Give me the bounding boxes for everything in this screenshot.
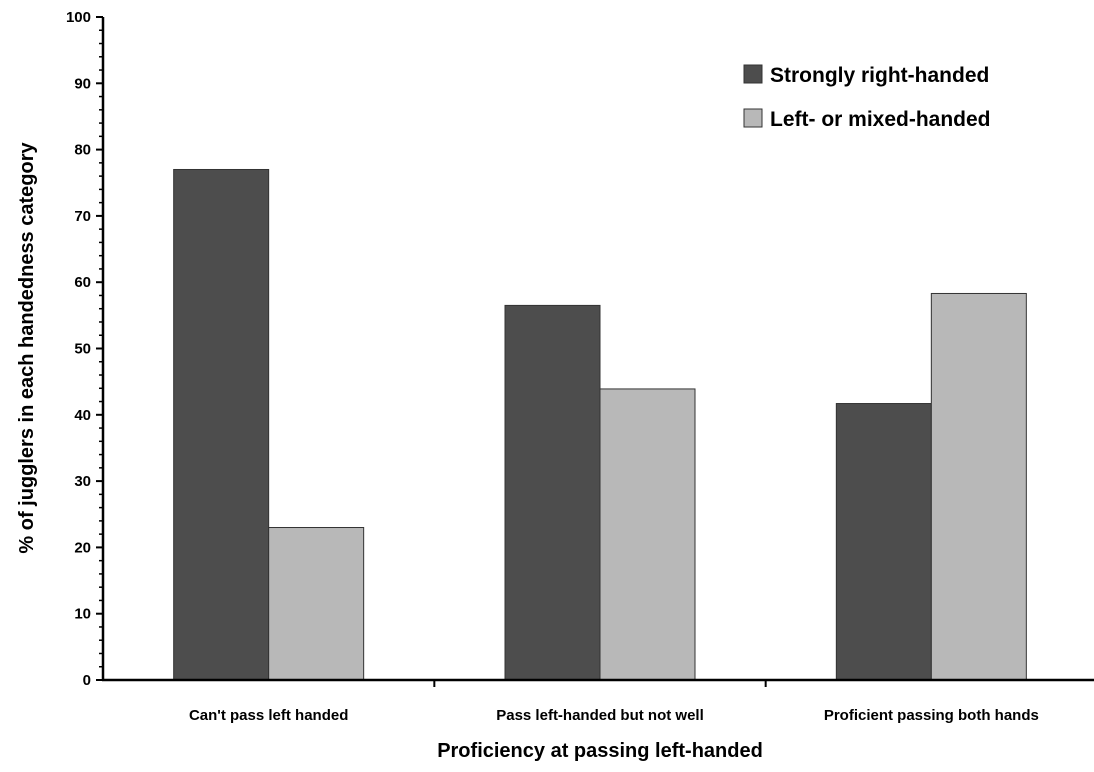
y-tick-label: 60	[74, 274, 91, 291]
bar-left-or-mixed-handed	[268, 527, 365, 681]
bar-strongly-right-handed	[835, 403, 932, 681]
bar-left-or-mixed-handed	[930, 292, 1027, 681]
y-tick-label: 10	[74, 606, 91, 623]
legend-label-strongly-right-handed: Strongly right-handed	[770, 64, 989, 87]
y-tick-label: 0	[83, 672, 91, 689]
y-tick-label: 90	[74, 75, 91, 92]
y-tick-label: 30	[74, 473, 91, 490]
bars-group	[173, 168, 1027, 681]
legend-swatch-strongly-right-handed	[743, 64, 763, 84]
x-axis-title: Proficiency at passing left-handed	[437, 740, 763, 762]
y-tick-label: 20	[74, 539, 91, 556]
y-tick-label: 80	[74, 142, 91, 159]
y-tick-label: 50	[74, 341, 91, 358]
bar-strongly-right-handed	[173, 168, 270, 681]
x-axis-category-labels: Can't pass left handed Pass left-handed b…	[189, 707, 1039, 724]
axes-group	[101, 17, 1094, 687]
y-tick-label: 100	[66, 9, 91, 26]
legend-swatch-left-or-mixed-handed	[743, 108, 763, 128]
bar-left-or-mixed-handed	[599, 388, 696, 681]
y-tick-label: 70	[74, 208, 91, 225]
y-tick-label: 40	[74, 407, 91, 424]
bar-strongly-right-handed	[504, 304, 601, 681]
y-axis-ticks: 0 10 20 30 40 50 60 70 80 90 100	[66, 9, 103, 689]
y-axis-title: % of jugglers in each handedness categor…	[16, 142, 38, 554]
x-category-label: Pass left-handed but not well	[496, 707, 704, 724]
legend-label-left-or-mixed-handed: Left- or mixed-handed	[770, 108, 991, 131]
x-category-label: Proficient passing both hands	[824, 707, 1039, 724]
x-category-label: Can't pass left handed	[189, 707, 348, 724]
legend: Strongly right-handed Left- or mixed-hand…	[743, 64, 991, 131]
